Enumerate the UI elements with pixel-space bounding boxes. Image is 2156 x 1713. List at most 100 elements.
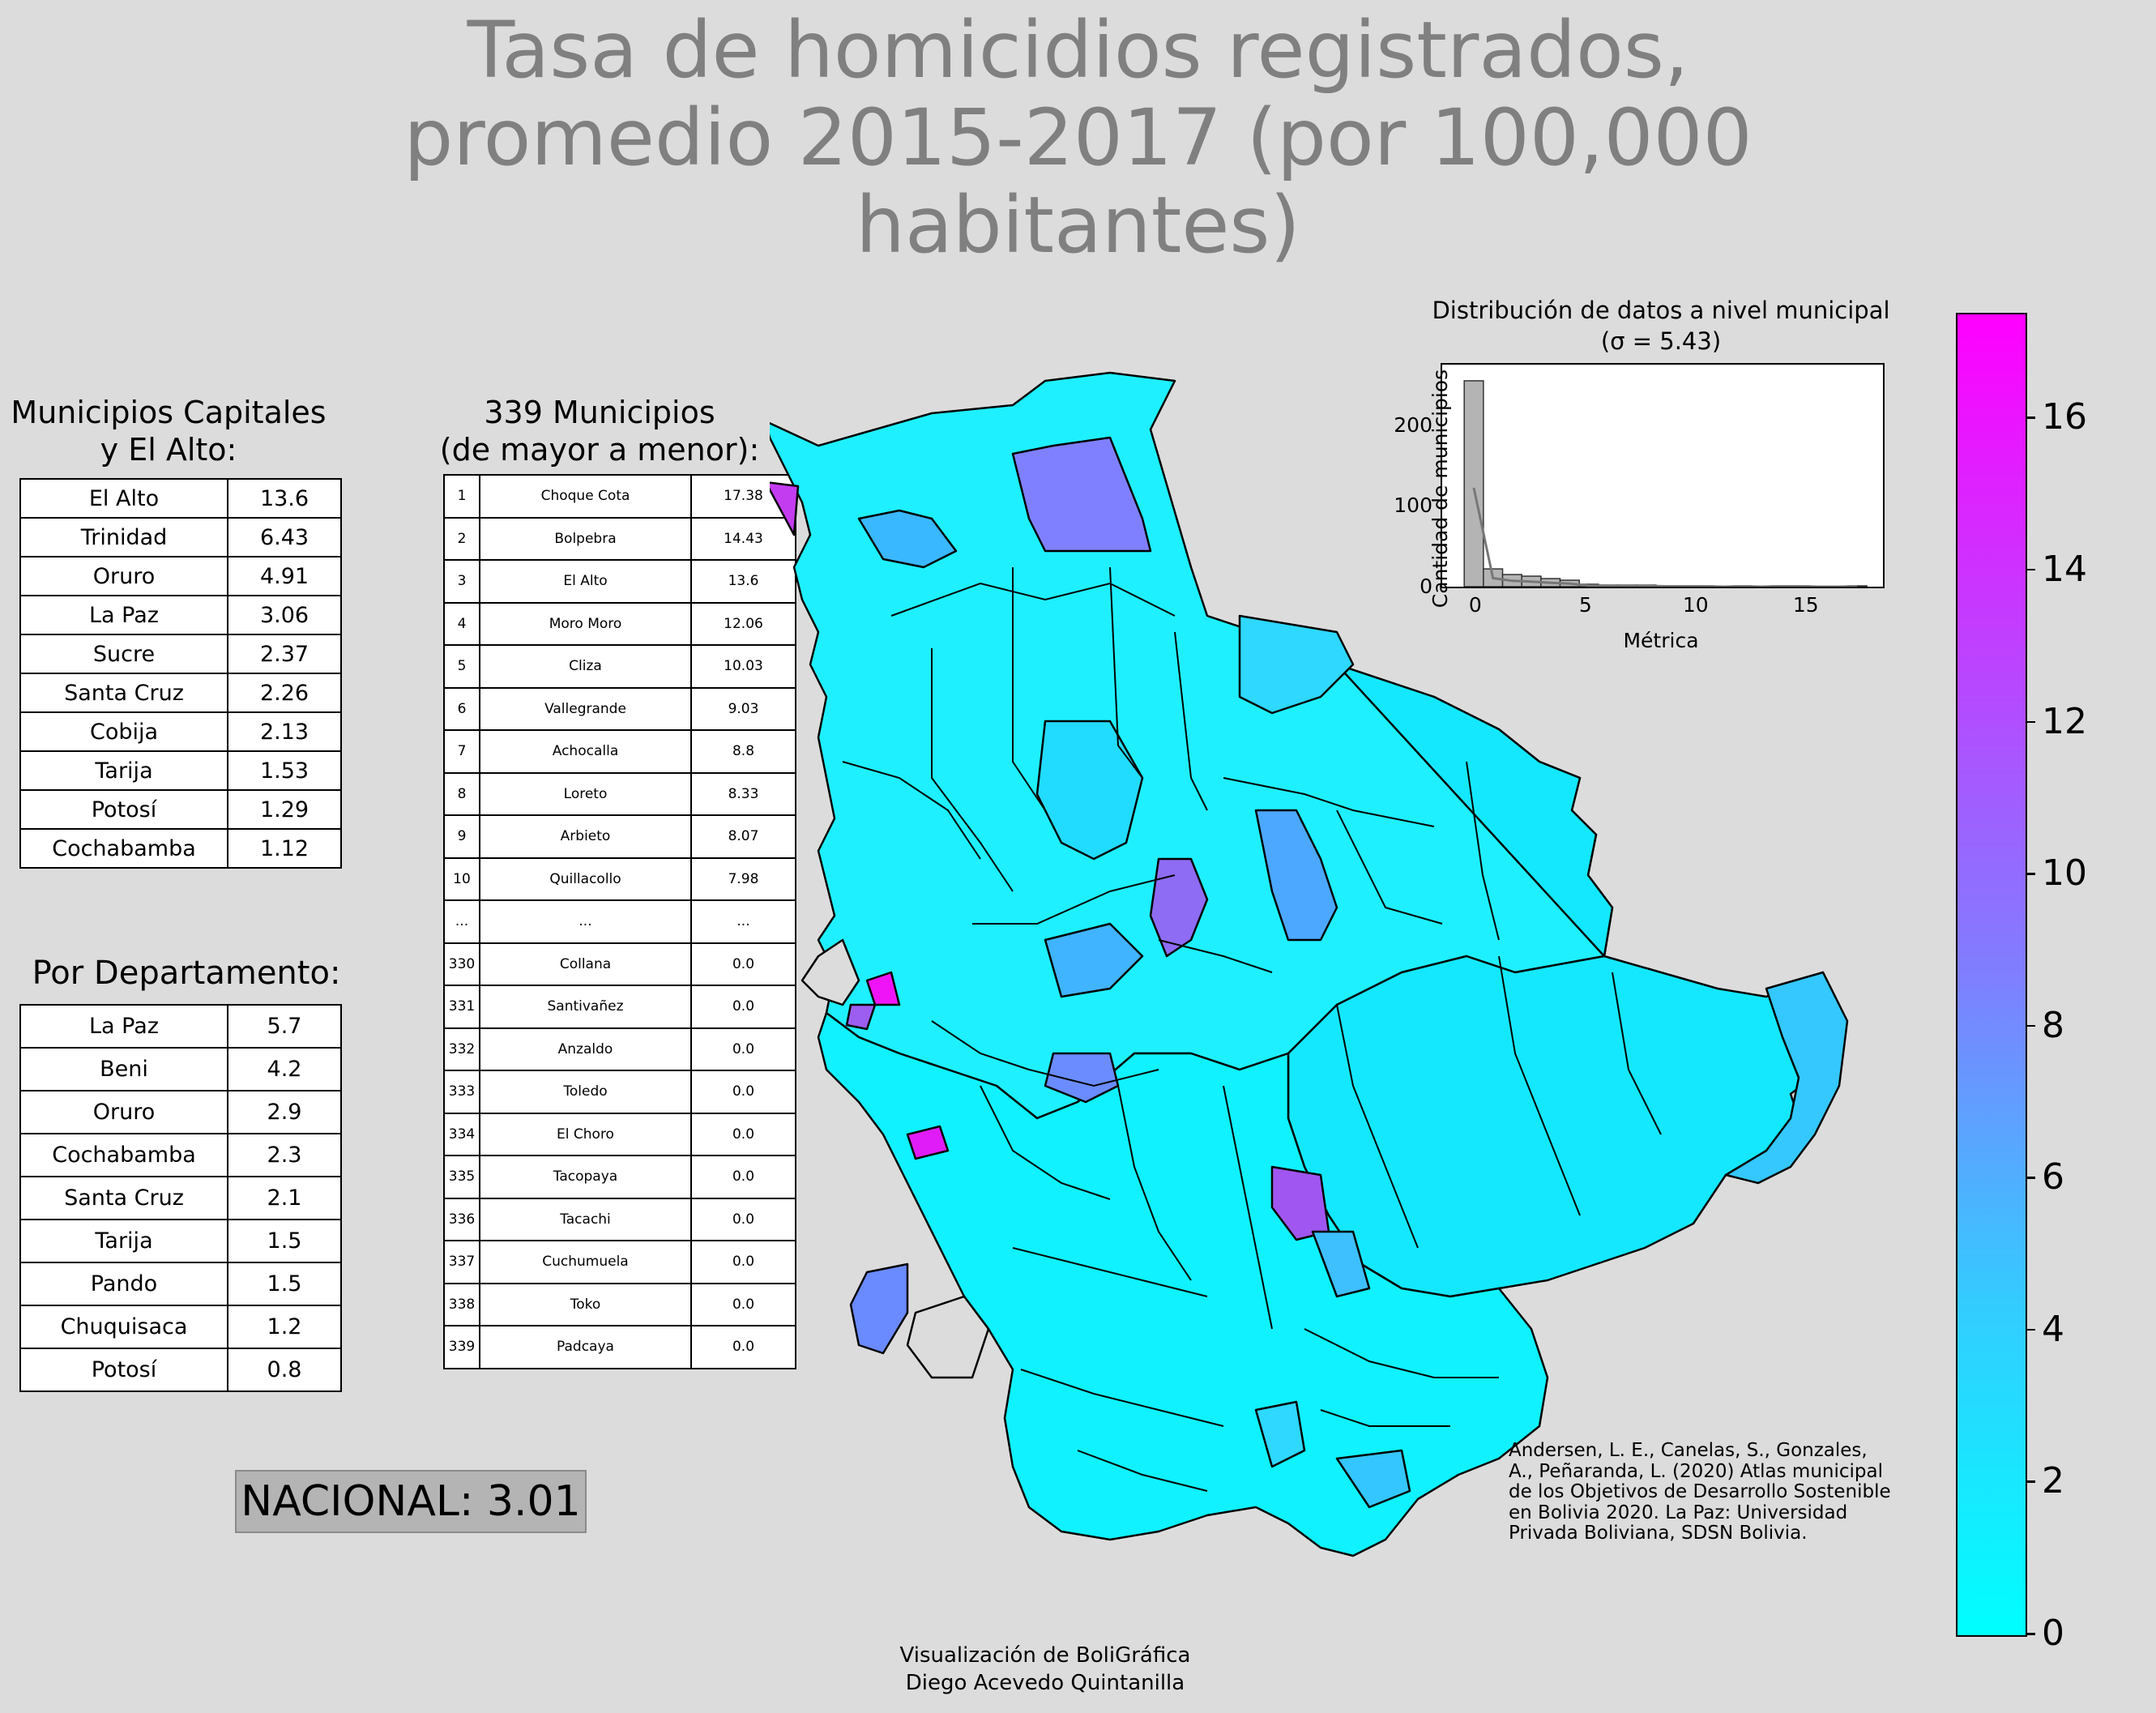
capitals-name-cell: Potosí — [19, 789, 228, 830]
ranking-value-cell: 8.33 — [690, 771, 796, 816]
ranking-row: 7 Achocalla 8.8 — [443, 729, 796, 774]
ranking-name-cell: Loreto — [479, 771, 692, 816]
ranking-row: 9 Arbieto 8.07 — [443, 814, 796, 859]
capitals-name-cell: Tarija — [19, 750, 228, 791]
ranking-heading: 339 Municipios (de mayor a menor): — [438, 394, 762, 468]
colorbar-tick-label: 12 — [2042, 700, 2087, 742]
map-region-moro-moro — [906, 1125, 950, 1160]
ranking-rank-cell: 1 — [443, 474, 480, 519]
department-name-cell: Cochabamba — [19, 1133, 228, 1177]
department-name-cell: Potosí — [19, 1348, 228, 1392]
map-region-beni-north — [1238, 614, 1355, 715]
citation-line: A., Peñaranda, L. (2020) Atlas municipal — [1509, 1460, 1883, 1482]
ranking-value-cell: 0.0 — [690, 1027, 796, 1071]
ranking-row: ......... — [443, 899, 796, 944]
department-value-cell: 2.3 — [227, 1133, 342, 1177]
map-lake-titicaca — [800, 938, 860, 1006]
ranking-row: 3 El Alto 13.6 — [443, 559, 796, 604]
ranking-row: 333 Toledo 0.0 — [443, 1070, 796, 1114]
histogram-xtick-label: 15 — [1792, 593, 1819, 617]
ranking-row: 1 Choque Cota 17.38 — [443, 474, 796, 519]
ranking-rank-cell: 8 — [443, 771, 480, 816]
colorbar-tick-mark — [2026, 417, 2035, 419]
department-name-cell: Oruro — [19, 1090, 228, 1134]
ranking-name-cell: Achocalla — [479, 729, 692, 774]
ranking-name-cell: El Choro — [479, 1112, 692, 1156]
ranking-name-cell: Anzaldo — [479, 1027, 692, 1071]
department-value-cell: 5.7 — [227, 1004, 342, 1049]
ranking-value-cell: 0.0 — [690, 985, 796, 1029]
ranking-heading-line: (de mayor a menor): — [439, 432, 760, 468]
colorbar-tick-mark — [2026, 1633, 2035, 1635]
ranking-value-cell: 0.0 — [690, 1197, 796, 1241]
ranking-value-cell: 12.06 — [690, 601, 796, 646]
ranking-value-cell: 10.03 — [690, 644, 796, 689]
ranking-row: 5 Cliza 10.03 — [443, 644, 796, 689]
capitals-name-cell: Cobija — [19, 711, 228, 752]
credits: Visualización de BoliGráfica Diego Aceve… — [729, 1642, 1361, 1697]
department-row: Pando 1.5 — [19, 1262, 342, 1306]
colorbar-tick-label: 8 — [2042, 1004, 2064, 1046]
ranking-row: 6 Vallegrande 9.03 — [443, 686, 796, 731]
ranking-value-cell: 0.0 — [690, 1112, 796, 1156]
capitals-heading-line: y El Alto: — [100, 432, 237, 468]
ranking-rank-cell: ... — [443, 899, 480, 944]
ranking-value-cell: 14.43 — [690, 516, 796, 561]
ranking-row: 332 Anzaldo 0.0 — [443, 1027, 796, 1071]
capitals-value-cell: 4.91 — [227, 556, 342, 596]
ranking-row: 336 Tacachi 0.0 — [443, 1197, 796, 1241]
ranking-row: 4 Moro Moro 12.06 — [443, 601, 796, 646]
histogram-title-line: (σ = 5.43) — [1600, 327, 1722, 355]
ranking-name-cell: Moro Moro — [479, 601, 692, 646]
colorbar-tick-label: 16 — [2042, 396, 2087, 438]
ranking-name-cell: Santivañez — [479, 985, 692, 1029]
capitals-value-cell: 2.13 — [227, 711, 342, 752]
ranking-rank-cell: 338 — [443, 1282, 480, 1326]
map-region-choque-cota — [770, 481, 800, 536]
ranking-value-cell: 0.0 — [690, 1282, 796, 1326]
map-region-vallegrande — [1270, 1165, 1330, 1241]
histogram-bar — [1463, 380, 1484, 587]
histogram-density-curve — [1472, 487, 1858, 587]
ranking-row: 338 Toko 0.0 — [443, 1282, 796, 1326]
citation-line: Andersen, L. E., Canelas, S., Gonzales, — [1509, 1440, 1868, 1461]
ranking-rank-cell: 336 — [443, 1197, 480, 1241]
histogram-title: Distribución de datos a nivel municipal … — [1345, 295, 1977, 357]
ranking-rank-cell: 5 — [443, 644, 480, 689]
ranking-value-cell: 8.8 — [690, 729, 796, 774]
citation-line: en Bolivia 2020. La Paz: Universidad — [1509, 1502, 1848, 1523]
colorbar-tick-mark — [2026, 720, 2035, 724]
ranking-value-cell: 0.0 — [690, 942, 796, 986]
colorbar-tick-mark — [2026, 1480, 2035, 1483]
departments-heading: Por Departamento: — [32, 955, 341, 992]
capitals-value-cell: 13.6 — [227, 478, 342, 519]
ranking-name-cell: Choque Cota — [479, 474, 692, 519]
capitals-value-cell: 3.06 — [227, 595, 342, 635]
capitals-value-cell: 2.37 — [227, 634, 342, 674]
ranking-rank-cell: 332 — [443, 1027, 480, 1071]
capitals-value-cell: 2.26 — [227, 673, 342, 713]
colorbar-tick-mark — [2026, 1024, 2035, 1027]
department-row: Beni 4.2 — [19, 1047, 342, 1091]
ranking-rank-cell: 7 — [443, 729, 480, 774]
ranking-row: 8 Loreto 8.33 — [443, 771, 796, 816]
citation: Andersen, L. E., Canelas, S., Gonzales, … — [1509, 1440, 1930, 1544]
ranking-heading-line: 339 Municipios — [484, 395, 715, 430]
map-region-pando-east — [857, 509, 958, 569]
ranking-value-cell: 8.07 — [690, 814, 796, 859]
ranking-name-cell: Quillacollo — [479, 856, 692, 901]
department-row: Cochabamba 2.3 — [19, 1133, 342, 1177]
ranking-row: 339 Padcaya 0.0 — [443, 1325, 796, 1369]
ranking-rank-cell: 330 — [443, 942, 480, 986]
colorbar-tick-mark — [2026, 568, 2035, 571]
ranking-name-cell: Toledo — [479, 1070, 692, 1114]
ranking-row: 2 Bolpebra 14.43 — [443, 516, 796, 561]
capitals-row: El Alto 13.6 — [19, 478, 342, 519]
ranking-rank-cell: 6 — [443, 686, 480, 731]
histogram-title-line: Distribución de datos a nivel municipal — [1432, 297, 1890, 324]
map-region-bolpebra — [1011, 436, 1152, 553]
histogram-ytick-label: 200 — [1394, 412, 1432, 437]
ranking-value-cell: 13.6 — [690, 559, 796, 604]
ranking-rank-cell: 2 — [443, 516, 480, 561]
ranking-name-cell: Arbieto — [479, 814, 692, 859]
